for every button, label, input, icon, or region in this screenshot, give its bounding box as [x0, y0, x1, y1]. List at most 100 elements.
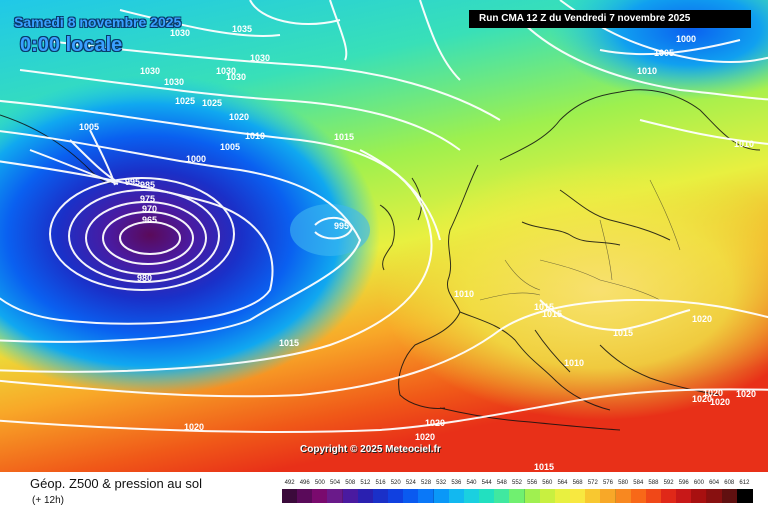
- copyright-notice: Copyright © 2025 Meteociel.fr: [300, 444, 441, 455]
- legend-swatch: [585, 489, 602, 503]
- legend-label: 580: [618, 480, 629, 486]
- isobar-label: 1025: [202, 98, 222, 108]
- isobar-label: 1020: [692, 394, 712, 404]
- isobar-label: 1020: [229, 112, 249, 122]
- legend-swatch: [357, 489, 374, 503]
- isobar-label: 1030: [170, 28, 190, 38]
- legend-label: 596: [678, 480, 689, 486]
- legend-label: 584: [633, 480, 644, 486]
- legend-label: 496: [299, 480, 310, 486]
- forecast-date: Samedi 8 novembre 2025: [14, 14, 182, 30]
- legend-label: 524: [405, 480, 416, 486]
- isobar-label: 995: [334, 221, 349, 231]
- model-run-info: Run CMA 12 Z du Vendredi 7 novembre 2025: [469, 10, 751, 28]
- legend-label: 604: [709, 480, 720, 486]
- isobar-label: 975: [140, 194, 155, 204]
- legend-swatch: [327, 489, 344, 503]
- legend-swatch: [661, 489, 678, 503]
- isobar-label: 1015: [279, 338, 299, 348]
- legend-swatch: [706, 489, 723, 503]
- legend-label: 612: [739, 480, 750, 486]
- legend-label: 600: [693, 480, 704, 486]
- isobar-label: 1035: [232, 24, 252, 34]
- isobar-label: 1030: [216, 66, 236, 76]
- isobar-label: 1020: [710, 397, 730, 407]
- legend-swatch: [494, 489, 511, 503]
- color-legend: 492 496 500 504 508 512 516 520 524 528 532 536 540 5…: [282, 480, 753, 508]
- isobar-label: 985: [140, 180, 155, 190]
- isobar-label: 1020: [184, 422, 204, 432]
- isobar-label: 1015: [534, 302, 554, 312]
- legend-label: 540: [466, 480, 477, 486]
- legend-label: 500: [314, 480, 325, 486]
- legend-swatch: [372, 489, 389, 503]
- legend-swatch: [691, 489, 708, 503]
- isobar-label: 1005: [220, 142, 240, 152]
- legend-label: 504: [330, 480, 341, 486]
- isobar-label: 1005: [654, 48, 674, 58]
- forecast-time: 0:00 locale: [20, 34, 123, 56]
- product-title: Géop. Z500 & pression au sol: [30, 476, 202, 491]
- isobar-label: 1010: [564, 358, 584, 368]
- legend-label: 560: [542, 480, 553, 486]
- legend-label: 544: [481, 480, 492, 486]
- isobar-label: 1000: [676, 34, 696, 44]
- legend-label: 492: [284, 480, 295, 486]
- isobar-label: 1030: [164, 77, 184, 87]
- isobar-label: 1020: [692, 314, 712, 324]
- legend-swatch: [736, 489, 753, 503]
- legend-swatch: [600, 489, 617, 503]
- isobar-label: 1010: [734, 139, 754, 149]
- legend-swatch: [645, 489, 662, 503]
- isobar-label: 980: [137, 273, 152, 283]
- legend-label: 556: [527, 480, 538, 486]
- legend-swatch: [448, 489, 465, 503]
- legend-swatch: [479, 489, 496, 503]
- isobar-label: 1030: [226, 72, 246, 82]
- legend-swatch: [570, 489, 587, 503]
- isobar-label: 1020: [736, 389, 756, 399]
- legend-swatch: [403, 489, 420, 503]
- legend-label: 532: [436, 480, 447, 486]
- isobar-label: 1000: [186, 154, 206, 164]
- isobar-label: 1020: [425, 418, 445, 428]
- isobar-label: 1030: [250, 53, 270, 63]
- legend-label: 572: [587, 480, 598, 486]
- legend-label: 516: [375, 480, 386, 486]
- legend-swatch: [554, 489, 571, 503]
- isobar-label: 970: [142, 204, 157, 214]
- isobar-label: 1020: [703, 388, 723, 398]
- isobar-label: 965: [142, 215, 157, 225]
- legend-swatch: [615, 489, 632, 503]
- isobar-label: 995: [125, 177, 140, 187]
- isobar-label: 1015: [534, 462, 554, 472]
- legend-swatch: [721, 489, 738, 503]
- legend-label: 508: [345, 480, 356, 486]
- isobar-label: 1010: [245, 131, 265, 141]
- legend-label: 536: [451, 480, 462, 486]
- isobar-label: 1005: [79, 122, 99, 132]
- legend-swatch: [388, 489, 405, 503]
- legend-label: 528: [421, 480, 432, 486]
- legend-swatch: [676, 489, 693, 503]
- legend-label: 568: [572, 480, 583, 486]
- legend-label: 608: [724, 480, 735, 486]
- isobar-label: 1025: [175, 96, 195, 106]
- legend-swatch: [342, 489, 359, 503]
- legend-label: 520: [390, 480, 401, 486]
- map-footer: Géop. Z500 & pression au sol (+ 12h) 492…: [0, 472, 768, 512]
- legend-swatch: [312, 489, 329, 503]
- weather-map: 1030 1035 1030 1030 1030 1030 1030 1025 1025 1020…: [0, 0, 768, 472]
- legend-swatch: [630, 489, 647, 503]
- isobar-label: 1015: [542, 309, 562, 319]
- legend-swatch: [433, 489, 450, 503]
- legend-swatch: [297, 489, 314, 503]
- legend-swatch: [539, 489, 556, 503]
- isobar-label: 1015: [613, 328, 633, 338]
- isobar-label: 1010: [637, 66, 657, 76]
- isobar-label: 1030: [140, 66, 160, 76]
- legend-swatch: [282, 489, 298, 503]
- legend-swatch: [509, 489, 526, 503]
- legend-swatch: [463, 489, 480, 503]
- legend-label: 552: [511, 480, 522, 486]
